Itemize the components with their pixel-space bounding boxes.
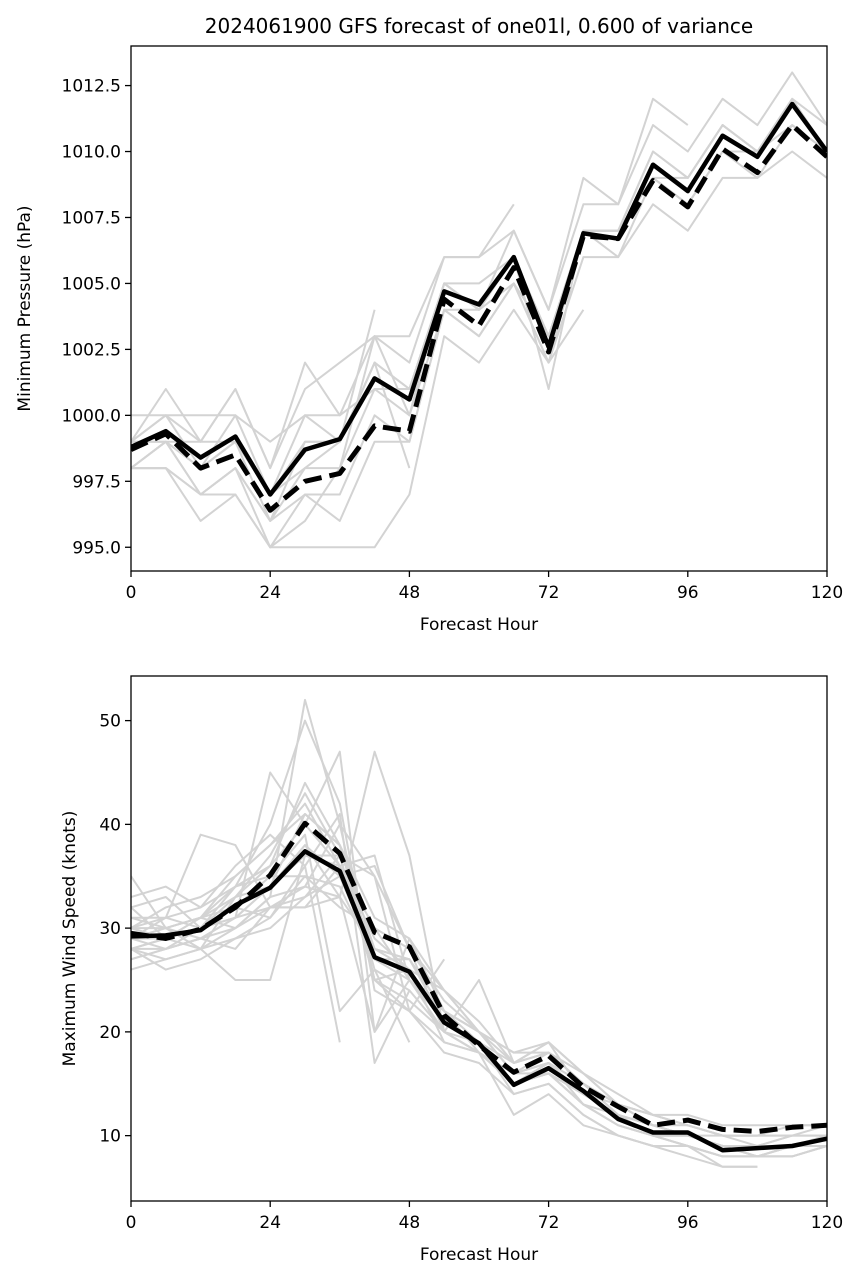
pressure-dashed-line (131, 122, 827, 513)
pressure-y-tick-label-7: 1012.5 (62, 77, 121, 97)
wind-member-line-18 (131, 854, 758, 1168)
wind-y-tick-label-4: 50 (99, 712, 121, 732)
wind-axes-frame (130, 675, 828, 1202)
pressure-panel: 0 24 48 72 96 120 995.0 997.5 1000.0 1002.5 1005.0… (15, 45, 843, 635)
pressure-member-line-11 (131, 309, 376, 496)
wind-member-line-24 (131, 885, 827, 1137)
pressure-member-line-7 (131, 203, 515, 470)
figure-title: 2024061900 GFS forecast of one01l, 0.600… (205, 14, 753, 38)
pressure-x-tick-label-96: 96 (677, 583, 699, 603)
wind-y-tick-label-0: 10 (99, 1127, 121, 1147)
wind-panel: 0 24 48 72 96 120 10 20 30 40 50 Forecast Hour Maxim… (60, 675, 843, 1265)
pressure-member-line-9 (131, 124, 759, 522)
pressure-solid-line (131, 101, 827, 497)
pressure-y-tick-label-6: 1010.0 (62, 143, 121, 163)
wind-solid-line (131, 849, 827, 1153)
pressure-x-tick-label-48: 48 (399, 583, 421, 603)
pressure-x-tick-label-120: 120 (811, 583, 843, 603)
wind-x-tick-label-0: 0 (126, 1213, 137, 1233)
wind-x-tick-label-72: 72 (538, 1213, 560, 1233)
pressure-y-tick-label-3: 1002.5 (62, 340, 121, 360)
wind-x-tick-label-48: 48 (399, 1213, 421, 1233)
pressure-y-axis-label: Minimum Pressure (hPa) (15, 205, 35, 411)
wind-y-tick-label-1: 20 (99, 1023, 121, 1043)
wind-y-tick-label-2: 30 (99, 919, 121, 939)
pressure-axes-frame (130, 45, 828, 572)
wind-x-tick-label-120: 120 (811, 1213, 843, 1233)
pressure-y-tick-label-1: 997.5 (72, 472, 121, 492)
pressure-y-tick-label-2: 1000.0 (62, 406, 121, 426)
pressure-x-tick-label-72: 72 (538, 583, 560, 603)
wind-y-tick-label-3: 40 (99, 815, 121, 835)
pressure-plot-area (131, 71, 827, 549)
pressure-y-tick-label-4: 1005.0 (62, 274, 121, 294)
pressure-member-line-12 (131, 361, 411, 522)
wind-x-axis-label: Forecast Hour (420, 1245, 538, 1265)
wind-plot-area (131, 698, 827, 1168)
pressure-x-tick-label-24: 24 (259, 583, 281, 603)
pressure-x-axis-label: Forecast Hour (420, 615, 538, 635)
pressure-y-tick-label-5: 1007.5 (62, 208, 121, 228)
wind-member-line-19 (131, 823, 827, 1158)
wind-dashed-line (131, 820, 827, 1134)
pressure-x-tick-label-0: 0 (126, 583, 137, 603)
pressure-y-tick-label-0: 995.0 (72, 538, 121, 558)
wind-x-tick-label-24: 24 (259, 1213, 281, 1233)
wind-x-tick-label-96: 96 (677, 1213, 699, 1233)
wind-y-axis-label: Maximum Wind Speed (knots) (60, 811, 80, 1067)
